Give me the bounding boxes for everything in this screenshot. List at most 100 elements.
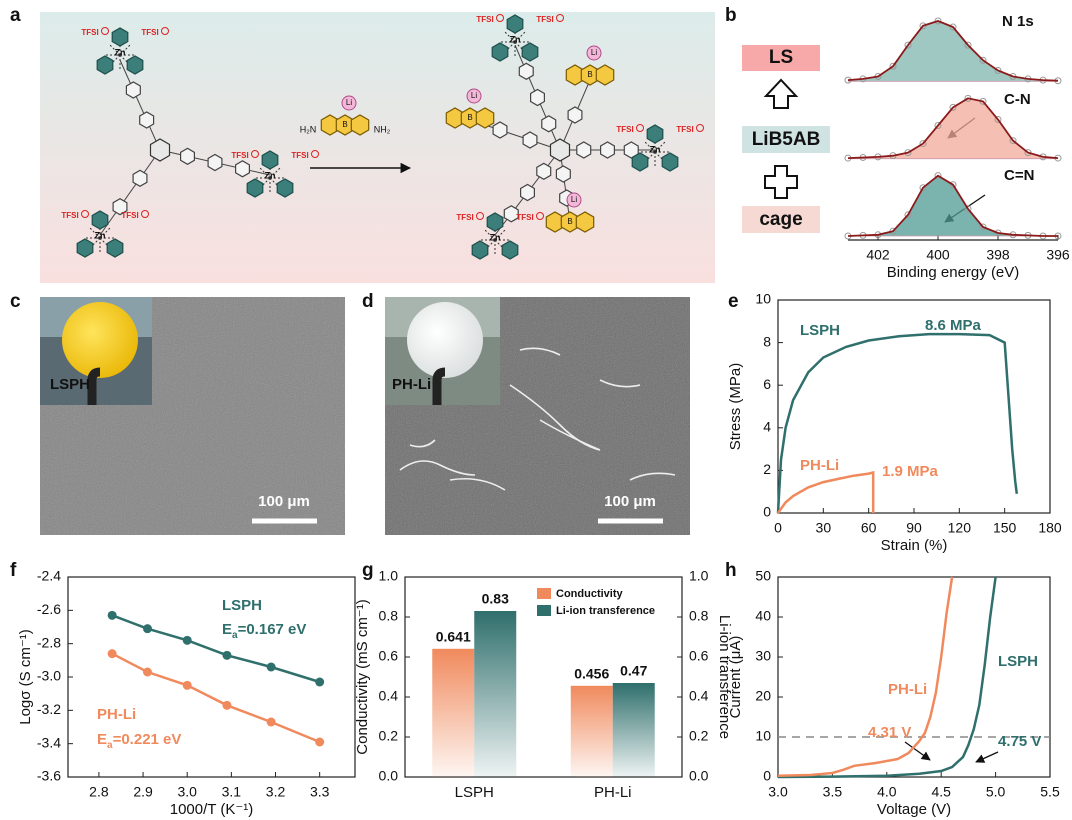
ring <box>133 170 147 186</box>
x-tick-label: 4.5 <box>931 784 951 800</box>
ring <box>576 212 593 232</box>
ring <box>537 163 551 179</box>
metal-label: Zn <box>95 230 106 240</box>
legend-swatch <box>537 588 551 599</box>
up-arrow <box>766 80 796 108</box>
inset-label: PH-Li <box>392 376 431 393</box>
bar <box>571 686 613 777</box>
value-label: 0.83 <box>482 591 509 607</box>
ea-value: =0.167 eV <box>238 621 307 638</box>
y-tick-label: 0.4 <box>379 688 399 704</box>
x-tick-label: 60 <box>861 520 877 536</box>
x-tick-label: 398 <box>986 247 1010 263</box>
series-label: N 1s <box>1002 13 1034 30</box>
scale-bar-label: 100 μm <box>258 493 310 510</box>
inset-label: LSPH <box>50 376 90 393</box>
figure: a b c d e f g h ZnTFSITFSIZnTFSITFSIZnTF… <box>0 0 1072 820</box>
x-tick-label: 3.0 <box>768 784 788 800</box>
amine-label: H₂N <box>300 124 317 134</box>
ring <box>77 239 93 257</box>
ring <box>647 125 663 143</box>
ring <box>208 155 222 171</box>
ring <box>112 28 128 46</box>
annotation: 4.75 V <box>998 733 1041 750</box>
marker <box>143 624 152 633</box>
pointer-arrow <box>976 752 998 762</box>
series-label: PH-Li <box>97 706 136 723</box>
y-tick-label: -2.8 <box>37 634 61 650</box>
lithium-label: Li <box>591 48 597 57</box>
x-tick-label: 0 <box>774 520 782 536</box>
panel-label: f <box>10 560 17 581</box>
x-tick-label: 3.2 <box>266 784 286 800</box>
metal-label: Zn <box>115 47 126 57</box>
marker <box>267 663 276 672</box>
ring <box>521 185 535 201</box>
y-tick-label: 30 <box>755 648 771 664</box>
ring <box>97 56 113 74</box>
y2-tick-label: 0.0 <box>689 768 709 784</box>
x-tick-label: 5.5 <box>1040 784 1060 800</box>
lithium-label: Li <box>471 91 477 100</box>
x-tick-label: 5.0 <box>986 784 1006 800</box>
panel-label: a <box>10 5 21 26</box>
panel-label: c <box>10 291 21 312</box>
activation-energy: Ea=0.221 eV <box>97 731 181 751</box>
value-label: 0.641 <box>436 629 471 645</box>
x-tick-label: 400 <box>926 247 950 263</box>
annotation: 1.9 MPa <box>882 463 939 480</box>
y2-tick-label: 0.4 <box>689 688 709 704</box>
y-tick-label: -2.6 <box>37 601 61 617</box>
ring <box>601 142 615 158</box>
ring <box>556 166 570 182</box>
bar <box>613 683 655 777</box>
counter-ion-label: TFSI <box>291 151 308 160</box>
series-label: PH-Li <box>800 457 839 474</box>
x-tick-label: 3.5 <box>823 784 843 800</box>
y-tick-label: 20 <box>755 688 771 704</box>
y-tick-label: 0 <box>763 504 771 520</box>
x-tick-label: 2.8 <box>89 784 109 800</box>
series-label: LSPH <box>800 322 840 339</box>
sample-disc <box>407 302 483 378</box>
value-label: 0.456 <box>574 666 609 682</box>
series-label: LSPH <box>222 597 262 614</box>
ring <box>92 211 108 229</box>
amine-label: NH₂ <box>374 124 391 134</box>
y2-tick-label: 0.6 <box>689 648 709 664</box>
boron-label: B <box>567 217 572 226</box>
ring <box>596 65 613 85</box>
ea-symbol: E <box>97 731 107 748</box>
lithium-label: Li <box>571 195 577 204</box>
ring <box>107 239 123 257</box>
y-tick-label: 40 <box>755 608 771 624</box>
y2-tick-label: 1.0 <box>689 568 709 584</box>
counter-ion-label: TFSI <box>676 125 693 134</box>
x-tick-label: 3.0 <box>177 784 197 800</box>
x-tick-label: PH-Li <box>594 784 632 801</box>
ring <box>487 213 503 231</box>
marker <box>222 701 231 710</box>
marker <box>183 636 192 645</box>
ea-value: =0.221 eV <box>113 731 182 748</box>
marker <box>108 649 117 658</box>
lithium-label: Li <box>346 98 352 107</box>
ring <box>277 179 293 197</box>
y-axis-label: Conductivity (mS cm⁻¹) <box>354 599 371 754</box>
ring <box>542 116 556 132</box>
y-tick-label: -2.4 <box>37 568 61 584</box>
series-line <box>778 473 873 514</box>
y-tick-label: 10 <box>755 728 771 744</box>
x-tick-label: 402 <box>866 247 890 263</box>
series-line <box>778 577 952 776</box>
y-tick-label: 0.0 <box>379 768 399 784</box>
legend-label: Conductivity <box>556 588 623 600</box>
ring <box>472 241 488 259</box>
counter-ion-label: TFSI <box>456 213 473 222</box>
boron-label: B <box>467 113 472 122</box>
metal-label: Zn <box>490 232 501 242</box>
series-label: LSPH <box>998 653 1038 670</box>
marker <box>267 718 276 727</box>
y-tick-label: -3.4 <box>37 734 61 750</box>
metal-label: Zn <box>265 170 276 180</box>
